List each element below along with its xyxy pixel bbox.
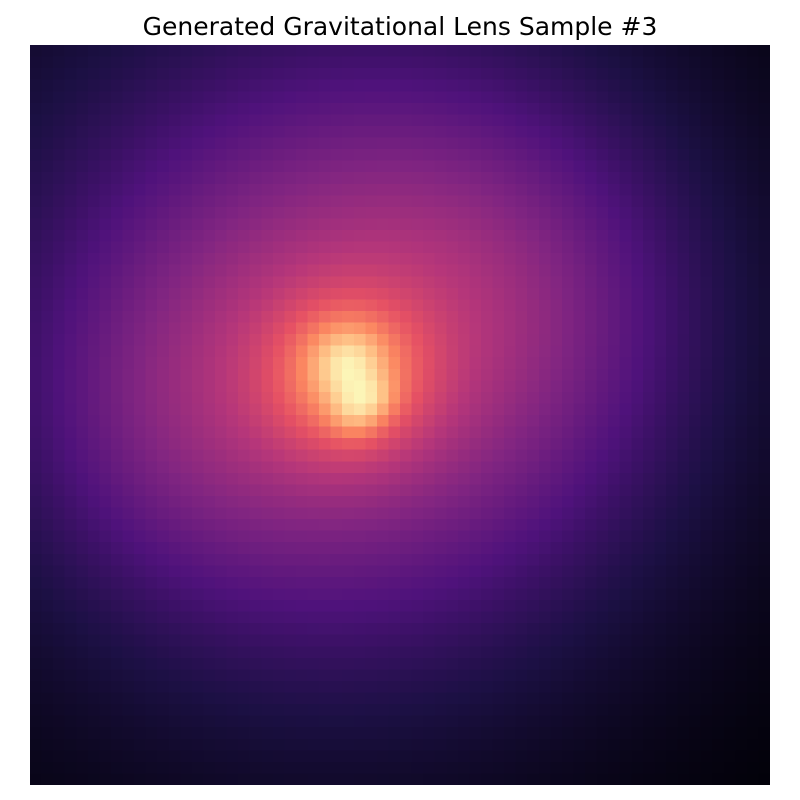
lens-image-frame [30,45,770,785]
figure-title: Generated Gravitational Lens Sample #3 [142,12,658,41]
lens-heatmap-image [30,45,770,785]
